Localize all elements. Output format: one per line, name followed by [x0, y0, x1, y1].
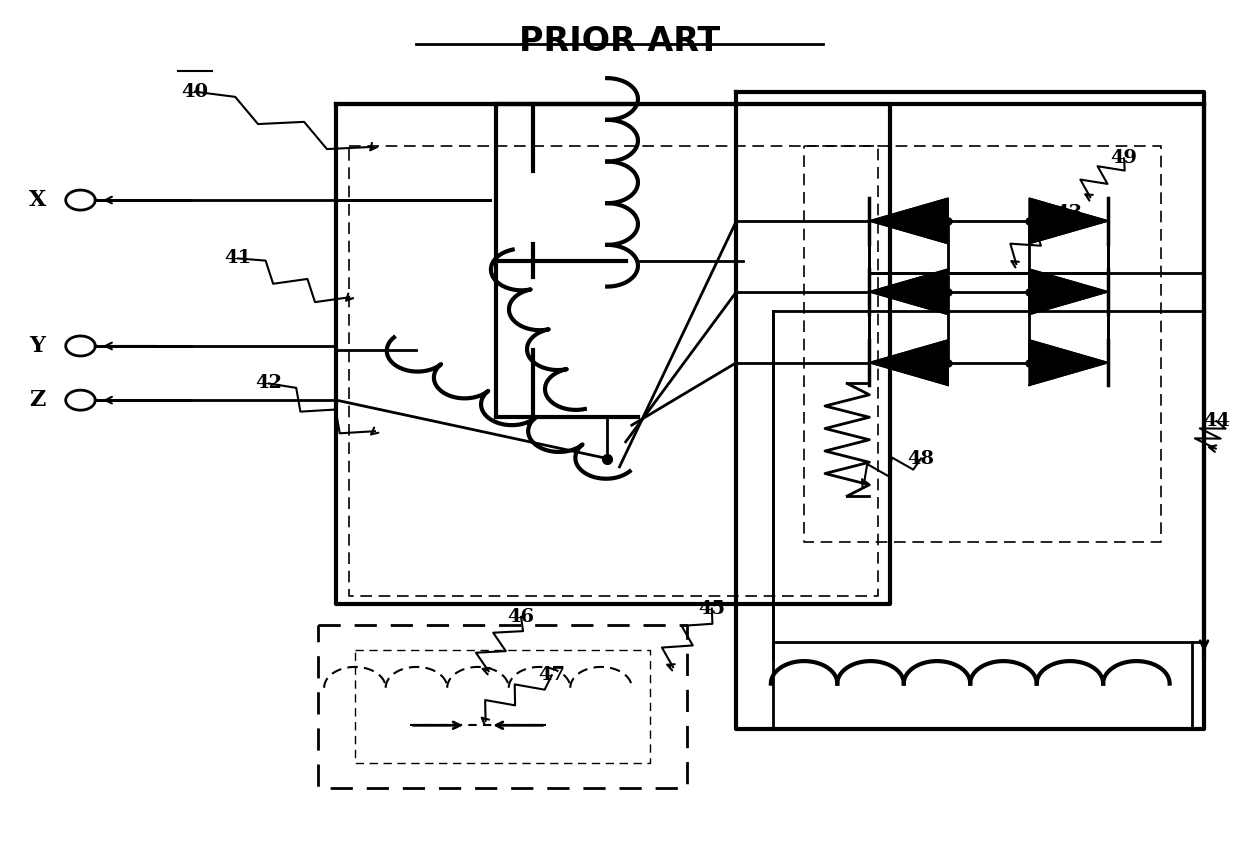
- Text: 42: 42: [255, 375, 282, 392]
- Text: X: X: [28, 189, 46, 211]
- Text: 45: 45: [699, 600, 725, 617]
- Text: 41: 41: [224, 249, 252, 268]
- Text: 47: 47: [538, 666, 565, 685]
- Text: 44: 44: [1203, 412, 1230, 430]
- Polygon shape: [1030, 269, 1108, 314]
- Text: 49: 49: [1110, 149, 1137, 168]
- Polygon shape: [1030, 340, 1108, 386]
- Polygon shape: [870, 198, 948, 243]
- Text: PRIOR ART: PRIOR ART: [519, 25, 720, 58]
- Polygon shape: [870, 340, 948, 386]
- Text: 46: 46: [508, 608, 534, 626]
- Text: 43: 43: [1056, 204, 1082, 221]
- Text: Z: Z: [30, 389, 46, 411]
- Text: Y: Y: [30, 335, 46, 357]
- Text: 40: 40: [181, 83, 208, 101]
- Text: 48: 48: [907, 450, 934, 467]
- Polygon shape: [1030, 198, 1108, 243]
- Polygon shape: [870, 269, 948, 314]
